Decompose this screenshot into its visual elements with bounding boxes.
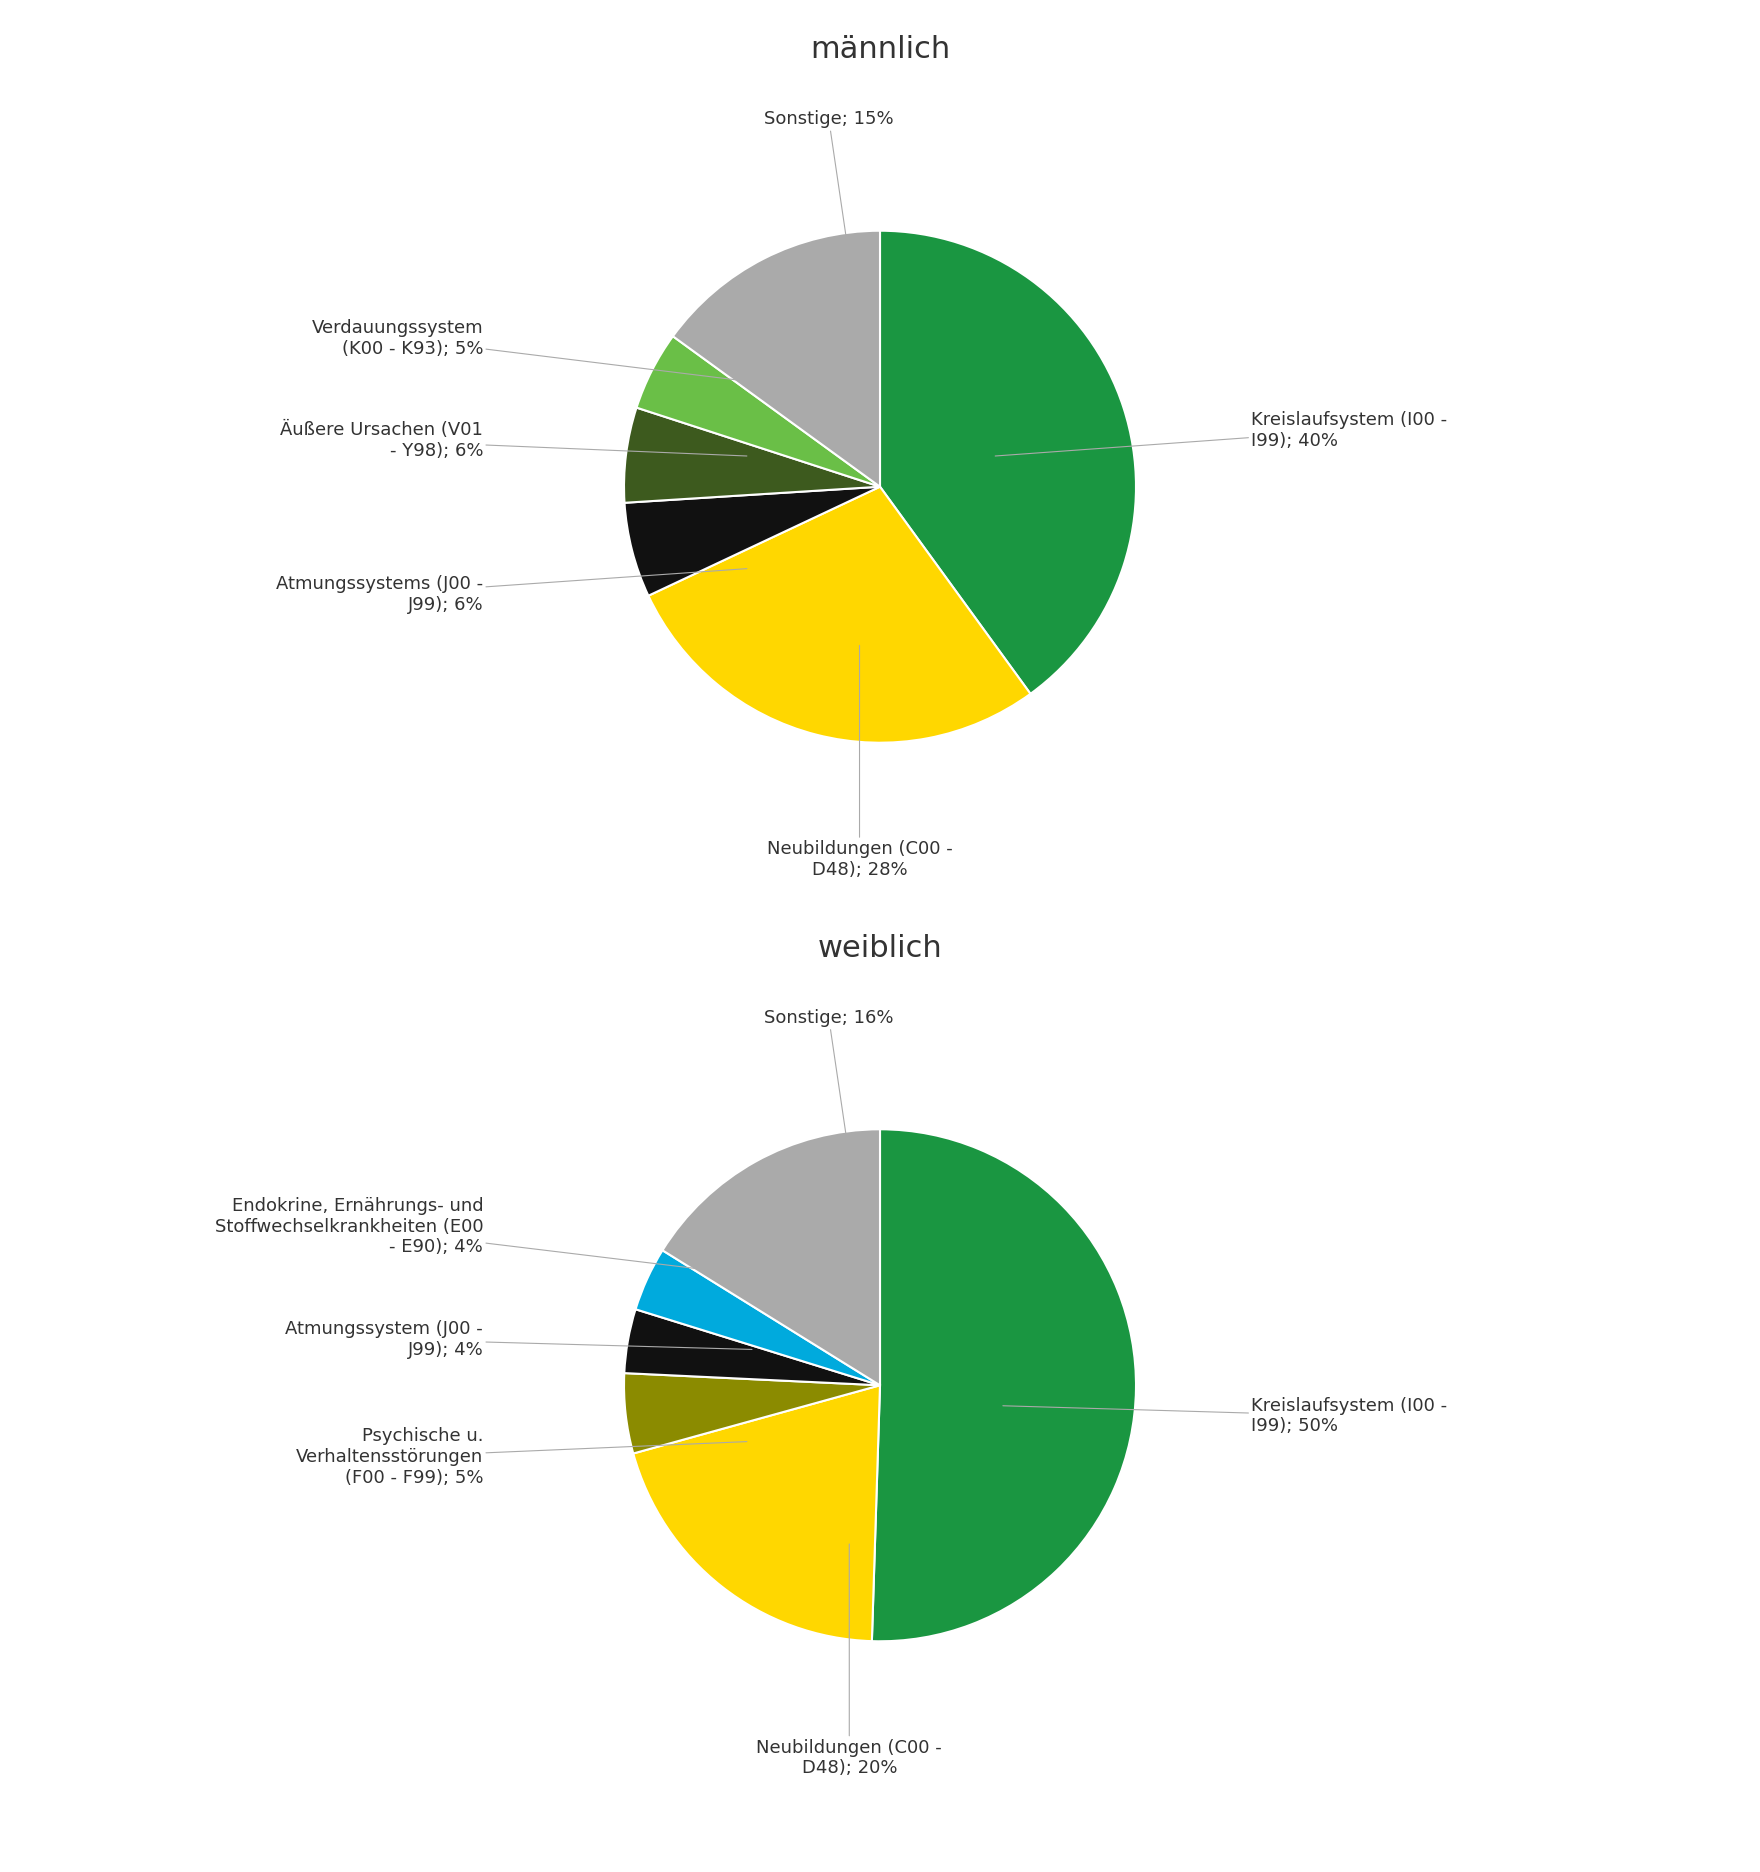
Text: Neubildungen (C00 -
D48); 28%: Neubildungen (C00 - D48); 28% — [767, 646, 952, 878]
Title: weiblich: weiblich — [818, 934, 942, 962]
Text: Verdauungssystem
(K00 - K93); 5%: Verdauungssystem (K00 - K93); 5% — [312, 318, 773, 384]
Text: Atmungssystem (J00 -
J99); 4%: Atmungssystem (J00 - J99); 4% — [285, 1320, 752, 1359]
Wedge shape — [672, 230, 880, 487]
Wedge shape — [625, 408, 880, 504]
Text: Kreislaufsystem (I00 -
I99); 50%: Kreislaufsystem (I00 - I99); 50% — [1003, 1397, 1447, 1436]
Wedge shape — [871, 1129, 1135, 1642]
Wedge shape — [662, 1129, 880, 1385]
Text: Atmungssystems (J00 -
J99); 6%: Atmungssystems (J00 - J99); 6% — [276, 569, 746, 614]
Title: männlich: männlich — [810, 36, 950, 64]
Wedge shape — [880, 230, 1135, 695]
Text: Endokrine, Ernährungs- und
Stoffwechselkrankheiten (E00
- E90); 4%: Endokrine, Ernährungs- und Stoffwechselk… — [215, 1196, 773, 1279]
Wedge shape — [625, 1372, 880, 1453]
Text: Sonstige; 16%: Sonstige; 16% — [764, 1009, 894, 1226]
Text: Äußere Ursachen (V01
- Y98); 6%: Äußere Ursachen (V01 - Y98); 6% — [280, 421, 746, 461]
Wedge shape — [637, 337, 880, 487]
Text: Sonstige; 15%: Sonstige; 15% — [764, 110, 894, 328]
Text: Kreislaufsystem (I00 -
I99); 40%: Kreislaufsystem (I00 - I99); 40% — [994, 412, 1447, 457]
Wedge shape — [648, 487, 1030, 743]
Wedge shape — [634, 1385, 880, 1642]
Text: Psychische u.
Verhaltensstörungen
(F00 - F99); 5%: Psychische u. Verhaltensstörungen (F00 -… — [296, 1426, 746, 1486]
Wedge shape — [635, 1250, 880, 1385]
Wedge shape — [625, 1309, 880, 1385]
Text: Neubildungen (C00 -
D48); 20%: Neubildungen (C00 - D48); 20% — [757, 1544, 942, 1777]
Wedge shape — [625, 487, 880, 595]
